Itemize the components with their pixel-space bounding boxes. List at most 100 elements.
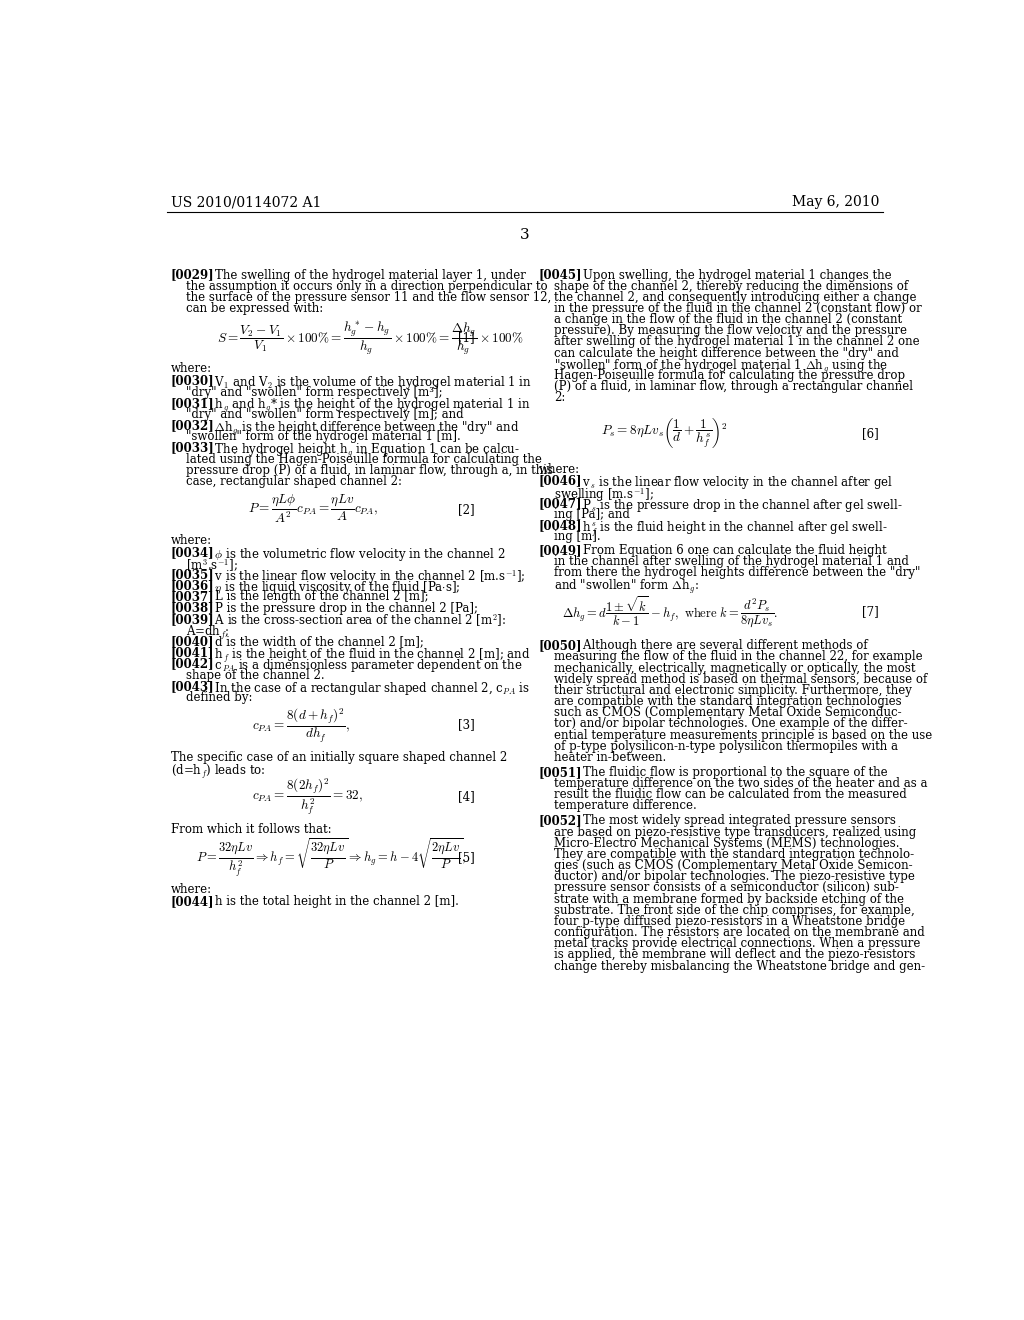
Text: The specific case of an initially square shaped channel 2: The specific case of an initially square… [171,751,507,764]
Text: [0050]: [0050] [539,639,583,652]
Text: [0047]: [0047] [539,496,583,510]
Text: [0039]: [0039] [171,612,214,626]
Text: pressure drop (P) of a fluid, in laminar flow, through a, in this: pressure drop (P) of a fluid, in laminar… [186,463,553,477]
Text: d is the width of the channel 2 [m];: d is the width of the channel 2 [m]; [200,635,424,648]
Text: h is the total height in the channel 2 [m].: h is the total height in the channel 2 [… [200,895,459,908]
Text: V$_1$ and V$_2$ is the volume of the hydrogel material 1 in: V$_1$ and V$_2$ is the volume of the hyd… [200,375,531,392]
Text: pressure). By measuring the flow velocity and the pressure: pressure). By measuring the flow velocit… [554,325,907,338]
Text: [0031]: [0031] [171,397,214,409]
Text: result the fluidic flow can be calculated from the measured: result the fluidic flow can be calculate… [554,788,907,801]
Text: $P = \dfrac{\eta L\phi}{A^2} c_{PA} = \dfrac{\eta Lv}{A} c_{PA},$: $P = \dfrac{\eta L\phi}{A^2} c_{PA} = \d… [248,492,379,525]
Text: [0049]: [0049] [539,544,583,557]
Text: $P = \dfrac{32\eta Lv}{h_f^2} \Rightarrow h_f = \sqrt{\dfrac{32\eta Lv}{P}} \Rig: $P = \dfrac{32\eta Lv}{h_f^2} \Rightarro… [197,836,466,878]
Text: where:: where: [539,462,580,475]
Text: measuring the flow of the fluid in the channel 22, for example: measuring the flow of the fluid in the c… [554,651,923,664]
Text: swelling [m.s$^{-1}$];: swelling [m.s$^{-1}$]; [554,486,654,503]
Text: Micro-Electro Mechanical Systems (MEMS) technologies.: Micro-Electro Mechanical Systems (MEMS) … [554,837,900,850]
Text: In the case of a rectangular shaped channel 2, c$_{PA}$ is: In the case of a rectangular shaped chan… [200,680,530,697]
Text: change thereby misbalancing the Wheatstone bridge and gen-: change thereby misbalancing the Wheatsto… [554,960,926,973]
Text: From which it follows that:: From which it follows that: [171,822,331,836]
Text: [5]: [5] [458,850,474,863]
Text: [0044]: [0044] [171,895,214,908]
Text: tor) and/or bipolar technologies. One example of the differ-: tor) and/or bipolar technologies. One ex… [554,718,908,730]
Text: case, rectangular shaped channel 2:: case, rectangular shaped channel 2: [186,475,402,488]
Text: [0036]: [0036] [171,579,214,593]
Text: [0052]: [0052] [539,814,583,828]
Text: May 6, 2010: May 6, 2010 [792,195,879,210]
Text: [0037]: [0037] [171,590,214,603]
Text: US 2010/0114072 A1: US 2010/0114072 A1 [171,195,321,210]
Text: where:: where: [171,883,212,896]
Text: [0042]: [0042] [171,657,214,671]
Text: their structural and electronic simplicity. Furthermore, they: their structural and electronic simplici… [554,684,912,697]
Text: [0034]: [0034] [171,545,214,558]
Text: [2]: [2] [458,503,474,516]
Text: "swollen" form of the hydrogel material 1 $\Delta$h$_g$ using the: "swollen" form of the hydrogel material … [554,358,889,376]
Text: Although there are several different methods of: Although there are several different met… [568,639,867,652]
Text: [0041]: [0041] [171,647,214,659]
Text: "swollen" form of the hydrogel material 1 [m].: "swollen" form of the hydrogel material … [186,430,461,444]
Text: lated using the Hagen-Poiseuille formula for calculating the: lated using the Hagen-Poiseuille formula… [186,453,542,466]
Text: can calculate the height difference between the "dry" and: can calculate the height difference betw… [554,347,899,359]
Text: 2:: 2: [554,391,565,404]
Text: from there the hydrogel heights difference between the "dry": from there the hydrogel heights differen… [554,566,921,579]
Text: mechanically, electrically, magnetically or optically, the most: mechanically, electrically, magnetically… [554,661,915,675]
Text: [1]: [1] [458,331,474,345]
Text: [0045]: [0045] [539,268,583,281]
Text: [0033]: [0033] [171,441,214,454]
Text: [0035]: [0035] [171,568,214,581]
Text: v$_s$ is the linear flow velocity in the channel after gel: v$_s$ is the linear flow velocity in the… [568,474,893,491]
Text: where:: where: [171,363,212,375]
Text: [0048]: [0048] [539,519,583,532]
Text: a change in the flow of the fluid in the channel 2 (constant: a change in the flow of the fluid in the… [554,313,902,326]
Text: such as CMOS (Complementary Metal Oxide Semiconduc-: such as CMOS (Complementary Metal Oxide … [554,706,902,719]
Text: From Equation 6 one can calculate the fluid height: From Equation 6 one can calculate the fl… [568,544,887,557]
Text: where:: where: [171,533,212,546]
Text: [m$^3$.s$^{-1}$];: [m$^3$.s$^{-1}$]; [186,557,239,574]
Text: [0029]: [0029] [171,268,214,281]
Text: A is the cross-section area of the channel 2 [m$^2$]:: A is the cross-section area of the chann… [200,612,506,630]
Text: "dry" and "swollen" form respectively [m³];: "dry" and "swollen" form respectively [m… [186,385,442,399]
Text: the channel 2, and consequently introducing either a change: the channel 2, and consequently introduc… [554,290,916,304]
Text: L is the length of the channel 2 [m];: L is the length of the channel 2 [m]; [200,590,429,603]
Text: $P_s = 8\eta Lv_s \left(\dfrac{1}{d} + \dfrac{1}{h_f^s}\right)^2$: $P_s = 8\eta Lv_s \left(\dfrac{1}{d} + \… [601,416,728,450]
Text: ing [Pa]; and: ing [Pa]; and [554,508,630,521]
Text: h$_g$ and h$_g$* is the height of the hydrogel material 1 in: h$_g$ and h$_g$* is the height of the hy… [200,397,530,416]
Text: shape of the channel 2, thereby reducing the dimensions of: shape of the channel 2, thereby reducing… [554,280,908,293]
Text: They are compatible with the standard integration technolo-: They are compatible with the standard in… [554,847,914,861]
Text: and "swollen" form $\Delta$h$_g$:: and "swollen" form $\Delta$h$_g$: [554,577,699,595]
Text: temperature difference on the two sides of the heater and as a: temperature difference on the two sides … [554,777,928,791]
Text: pressure sensor consists of a semiconductor (silicon) sub-: pressure sensor consists of a semiconduc… [554,882,899,895]
Text: gies (such as CMOS (Complementary Metal Oxide Semicon-: gies (such as CMOS (Complementary Metal … [554,859,912,873]
Text: [0038]: [0038] [171,602,214,615]
Text: strate with a membrane formed by backside etching of the: strate with a membrane formed by backsid… [554,892,904,906]
Text: The swelling of the hydrogel material layer 1, under: The swelling of the hydrogel material la… [200,268,526,281]
Text: ential temperature measurements principle is based on the use: ential temperature measurements principl… [554,729,933,742]
Text: [0030]: [0030] [171,375,214,387]
Text: substrate. The front side of the chip comprises, for example,: substrate. The front side of the chip co… [554,904,915,917]
Text: metal tracks provide electrical connections. When a pressure: metal tracks provide electrical connecti… [554,937,921,950]
Text: Upon swelling, the hydrogel material 1 changes the: Upon swelling, the hydrogel material 1 c… [568,268,892,281]
Text: the assumption it occurs only in a direction perpendicular to: the assumption it occurs only in a direc… [186,280,548,293]
Text: after swelling of the hydrogel material 1 in the channel 2 one: after swelling of the hydrogel material … [554,335,920,348]
Text: [0046]: [0046] [539,474,583,487]
Text: can be expressed with:: can be expressed with: [186,302,324,315]
Text: v is the linear flow velocity in the channel 2 [m.s$^{-1}$];: v is the linear flow velocity in the cha… [200,568,525,586]
Text: [0032]: [0032] [171,418,214,432]
Text: [7]: [7] [862,605,879,618]
Text: "dry" and "swollen" form respectively [m]; and: "dry" and "swollen" form respectively [m… [186,408,464,421]
Text: the surface of the pressure sensor 11 and the flow sensor 12,: the surface of the pressure sensor 11 an… [186,290,551,304]
Text: $\Delta h_g = d\dfrac{1 \pm \sqrt{k}}{k-1} - h_f,\ \mathrm{where}\ k = \dfrac{d^: $\Delta h_g = d\dfrac{1 \pm \sqrt{k}}{k-… [562,594,778,630]
Text: (P) of a fluid, in laminar flow, through a rectangular channel: (P) of a fluid, in laminar flow, through… [554,380,913,393]
Text: The hydrogel height h$_g$ in Equation 1 can be calcu-: The hydrogel height h$_g$ in Equation 1 … [200,441,520,459]
Text: four p-type diffused piezo-resistors in a Wheatstone bridge: four p-type diffused piezo-resistors in … [554,915,905,928]
Text: $c_{PA} = \dfrac{8(2h_f)^2}{h_f^2} = 32,$: $c_{PA} = \dfrac{8(2h_f)^2}{h_f^2} = 32,… [252,776,364,817]
Text: c$_{PA}$ is a dimensionless parameter dependent on the: c$_{PA}$ is a dimensionless parameter de… [200,657,522,675]
Text: are based on piezo-resistive type transducers, realized using: are based on piezo-resistive type transd… [554,825,916,838]
Text: are compatible with the standard integration technologies: are compatible with the standard integra… [554,696,902,708]
Text: P$_s$ is the pressure drop in the channel after gel swell-: P$_s$ is the pressure drop in the channe… [568,496,903,513]
Text: $\eta$ is the liquid viscosity of the fluid [Pa$\cdot$s];: $\eta$ is the liquid viscosity of the fl… [200,579,461,597]
Text: $\phi$ is the volumetric flow velocity in the channel 2: $\phi$ is the volumetric flow velocity i… [200,545,506,562]
Text: [0043]: [0043] [171,680,214,693]
Text: (d=h$_f$) leads to:: (d=h$_f$) leads to: [171,763,265,781]
